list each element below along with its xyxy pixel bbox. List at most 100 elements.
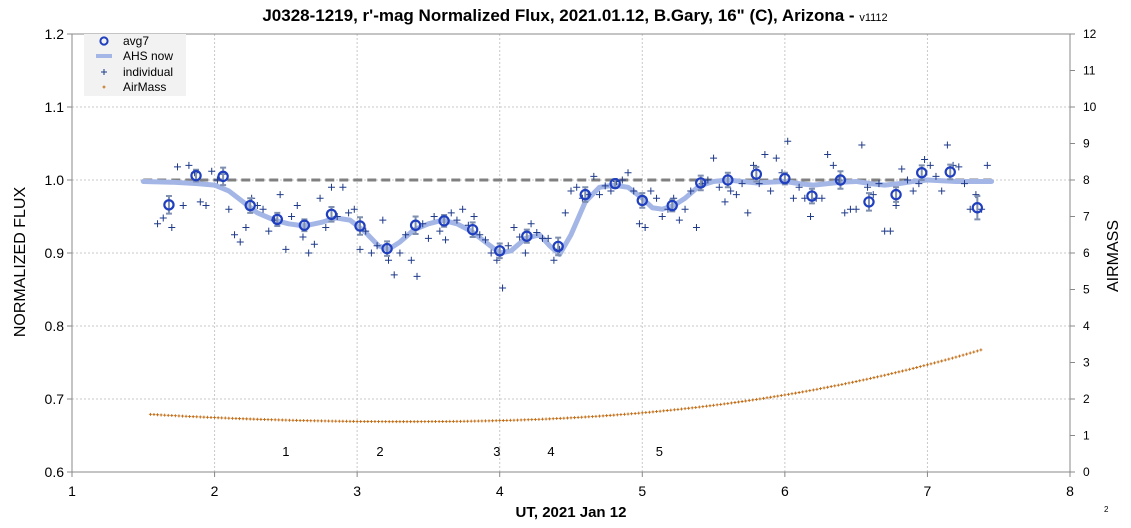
- individual-point: [544, 234, 552, 242]
- airmass-point: [359, 419, 363, 423]
- airmass-point: [761, 396, 765, 400]
- airmass-point: [480, 419, 484, 423]
- x-tick-label: 4: [496, 483, 504, 499]
- airmass-point: [908, 367, 912, 371]
- airmass-point: [804, 389, 808, 393]
- annotation-label: 4: [547, 444, 554, 459]
- airmass-point: [223, 416, 227, 420]
- airmass-point: [519, 418, 523, 422]
- airmass-point: [786, 392, 790, 396]
- individual-point: [618, 176, 626, 184]
- individual-point: [276, 191, 284, 199]
- airmass-point: [622, 412, 626, 416]
- y2-axis-label: AIRMASS: [1105, 220, 1122, 292]
- individual-point: [168, 223, 176, 231]
- airmass-point: [569, 416, 573, 420]
- annotation-label: 3: [493, 444, 500, 459]
- airmass-point: [598, 414, 602, 418]
- airmass-point: [640, 411, 644, 415]
- individual-point: [356, 245, 364, 253]
- individual-point: [824, 150, 832, 158]
- airmass-point: [676, 407, 680, 411]
- individual-point: [521, 249, 529, 257]
- individual-point: [316, 194, 324, 202]
- airmass-point: [148, 412, 152, 416]
- individual-point: [653, 194, 661, 202]
- y2-tick-label: 4: [1083, 319, 1090, 333]
- airmass-point: [900, 369, 904, 373]
- individual-point: [926, 161, 934, 169]
- airmass-point: [797, 390, 801, 394]
- individual-point: [154, 220, 162, 228]
- individual-point: [596, 191, 604, 199]
- airmass-point: [401, 420, 405, 424]
- x-tick-label: 6: [781, 483, 789, 499]
- individual-point: [345, 209, 353, 217]
- airmass-point: [769, 395, 773, 399]
- individual-point: [767, 187, 775, 195]
- legend-ahs-label: AHS now: [123, 49, 173, 63]
- airmass-point: [897, 370, 901, 374]
- individual-point: [367, 249, 375, 257]
- airmass-point: [234, 416, 238, 420]
- airmass-point: [605, 414, 609, 418]
- airmass-point: [726, 401, 730, 405]
- airmass-point: [601, 414, 605, 418]
- individual-point: [299, 233, 307, 241]
- airmass-point: [687, 406, 691, 410]
- individual-point: [795, 183, 803, 191]
- airmass-point: [833, 384, 837, 388]
- legend-avg7-marker: [99, 36, 109, 46]
- airmass-point: [152, 413, 156, 417]
- airmass-point: [822, 386, 826, 390]
- avg7-point: [971, 202, 984, 214]
- avg7-point: [354, 220, 366, 232]
- airmass-point: [558, 416, 562, 420]
- airmass-point: [270, 418, 274, 422]
- individual-point: [436, 227, 444, 235]
- individual-point: [715, 183, 723, 191]
- y2-tick-label: 12: [1083, 27, 1097, 41]
- footnote: 2: [1104, 505, 1109, 514]
- airmass-point: [590, 415, 594, 419]
- airmass-point: [238, 417, 242, 421]
- airmass-point: [715, 403, 719, 407]
- airmass-point: [526, 418, 530, 422]
- legend: avg7 AHS now individual AirMass: [84, 34, 186, 96]
- individual-point: [310, 240, 318, 248]
- individual-point: [909, 187, 917, 195]
- y-axis-label: NORMALIZED FLUX: [12, 187, 29, 338]
- airmass-point: [501, 418, 505, 422]
- individual-point: [499, 284, 507, 292]
- airmass-point: [366, 420, 370, 424]
- airmass-point: [840, 382, 844, 386]
- airmass-point: [794, 391, 798, 395]
- individual-point: [282, 245, 290, 253]
- avg7-point: [944, 166, 956, 178]
- airmass-point: [466, 419, 470, 423]
- airmass-point: [644, 411, 648, 415]
- y2-tick-label: 7: [1083, 210, 1090, 224]
- airmass-point: [255, 417, 259, 421]
- airmass-point: [765, 396, 769, 400]
- individual-point: [601, 182, 609, 190]
- airmass-point: [954, 355, 958, 359]
- airmass-point: [918, 365, 922, 369]
- individual-point: [510, 223, 518, 231]
- airmass-point: [398, 420, 402, 424]
- avg7-point: [409, 219, 422, 231]
- individual-point: [738, 180, 746, 188]
- y2-tick-label: 5: [1083, 283, 1090, 297]
- individual-point: [550, 256, 558, 264]
- airmass-point: [740, 400, 744, 404]
- individual-point: [789, 194, 797, 202]
- airmass-point: [166, 413, 170, 417]
- x-tick-label: 3: [353, 483, 361, 499]
- airmass-point: [248, 417, 252, 421]
- airmass-point: [608, 413, 612, 417]
- airmass-point: [815, 387, 819, 391]
- airmass-point: [729, 401, 733, 405]
- airmass-point: [968, 351, 972, 355]
- avg7-point: [916, 166, 928, 179]
- airmass-point: [177, 414, 181, 418]
